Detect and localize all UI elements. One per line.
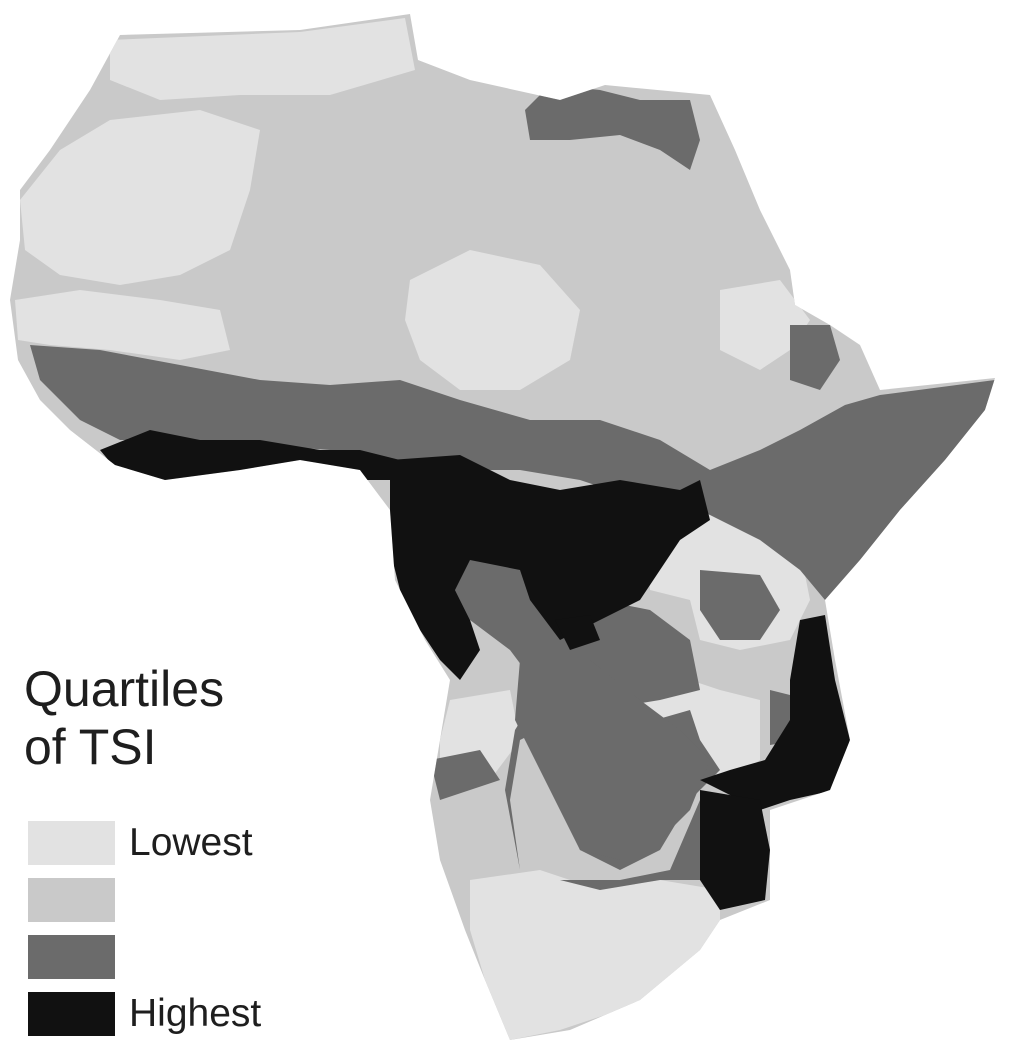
region-q1-west-sahel	[15, 290, 230, 360]
legend-swatch-second	[28, 878, 115, 922]
region-q1-central-sahara	[405, 250, 580, 390]
region-q4-east-coast	[700, 615, 850, 810]
region-q1-south	[470, 870, 720, 1040]
region-q3-ethiopia-patch	[790, 325, 840, 390]
region-q3-zambia	[515, 660, 710, 860]
legend-title-line1: Quartiles	[24, 661, 225, 717]
legend-swatch-lowest	[28, 821, 115, 865]
region-q3-angola	[430, 750, 500, 800]
legend-label-highest: Highest	[129, 992, 262, 1035]
region-q3-egypt	[525, 85, 700, 170]
region-q4-central-africa	[390, 455, 710, 680]
legend-label-lowest: Lowest	[129, 821, 253, 864]
region-q4-drc-patch	[555, 615, 600, 650]
legend-title: Quartiles of TSI	[24, 660, 224, 776]
region-q1-northwest	[20, 110, 260, 285]
legend-swatch-highest	[28, 992, 115, 1036]
region-q4-mozambique	[700, 790, 770, 910]
region-q3-tanzania	[700, 570, 780, 640]
region-q1-sahara-north	[110, 18, 415, 100]
region-q1-horn	[720, 280, 810, 370]
legend-title-line2: of TSI	[24, 719, 157, 775]
legend-swatch-third	[28, 935, 115, 979]
region-q3-sahel-band	[30, 345, 995, 600]
